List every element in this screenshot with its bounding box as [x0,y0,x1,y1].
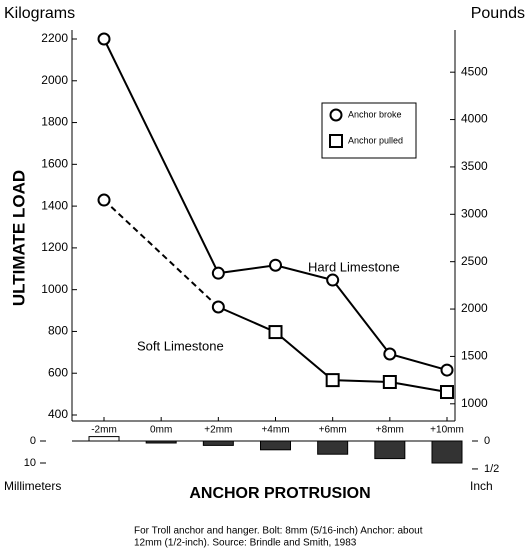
protrusion-bar [202,440,234,446]
legend-marker [329,108,343,122]
legend-label: Anchor broke [348,109,402,119]
series-line [103,38,448,372]
y-tick-label: 1000 [41,282,68,296]
y2-tick-label: 4000 [461,112,488,126]
marker [211,266,225,280]
y2-tick-label: 2000 [461,301,488,315]
y2-tick-label: 3000 [461,206,488,220]
marker [325,373,340,388]
x-tick-label: +2mm [204,425,232,436]
y2-unit: Pounds [471,5,525,22]
x-tick-label: +6mm [319,425,347,436]
marker [269,258,283,272]
marker [439,385,454,400]
y-tick-label: 2200 [41,31,68,45]
marker [211,300,225,314]
marker [383,347,397,361]
protrusion-tick2-label: 1/2 [484,463,499,475]
x-label: ANCHOR PROTRUSION [189,485,370,502]
marker [326,273,340,287]
series-line [103,199,220,308]
legend-marker [329,134,343,148]
y-tick-label: 1200 [41,240,68,254]
x-tick-label: 0mm [150,425,172,436]
y-unit: Kilograms [4,5,75,22]
y-label: ULTIMATE LOAD [9,170,28,306]
protrusion-bar [374,440,406,460]
protrusion-tick-label: 0 [30,435,36,447]
y-tick-label: 2000 [41,73,68,87]
protrusion-bar [431,440,463,464]
protrusion-bar [88,436,120,442]
protrusion-tick-label: 10 [24,457,36,469]
marker [268,325,283,340]
x-tick-label: +4mm [261,425,289,436]
y-tick-label: 800 [48,324,68,338]
series-label: Hard Limestone [308,259,400,274]
y2-tick-label: 1000 [461,396,488,410]
x-tick-label: +8mm [376,425,404,436]
legend-label: Anchor pulled [348,135,403,145]
marker [97,32,111,46]
x-tick-label: -2mm [91,425,117,436]
y-tick-label: 1800 [41,115,68,129]
protrusion-unit2: Inch [470,479,493,493]
series-label: Soft Limestone [137,338,224,353]
protrusion-bar [145,440,177,444]
y2-tick-label: 2500 [461,254,488,268]
marker [382,374,397,389]
y-tick-label: 1600 [41,157,68,171]
protrusion-tick2-label: 0 [484,435,490,447]
y-tick-label: 1400 [41,198,68,212]
y-tick-label: 400 [48,407,68,421]
y2-tick-label: 4500 [461,64,488,78]
protrusion-bar [260,440,292,451]
footnote: 12mm (1/2-inch). Source: Brindle and Smi… [134,538,357,549]
y2-tick-label: 3500 [461,159,488,173]
protrusion-unit: Millimeters [4,479,61,493]
y-tick-label: 600 [48,365,68,379]
x-tick-label: +10mm [430,425,464,436]
marker [440,363,454,377]
marker [97,193,111,207]
y2-tick-label: 1500 [461,349,488,363]
protrusion-bar [317,440,349,455]
footnote: For Troll anchor and hanger. Bolt: 8mm (… [134,526,423,537]
